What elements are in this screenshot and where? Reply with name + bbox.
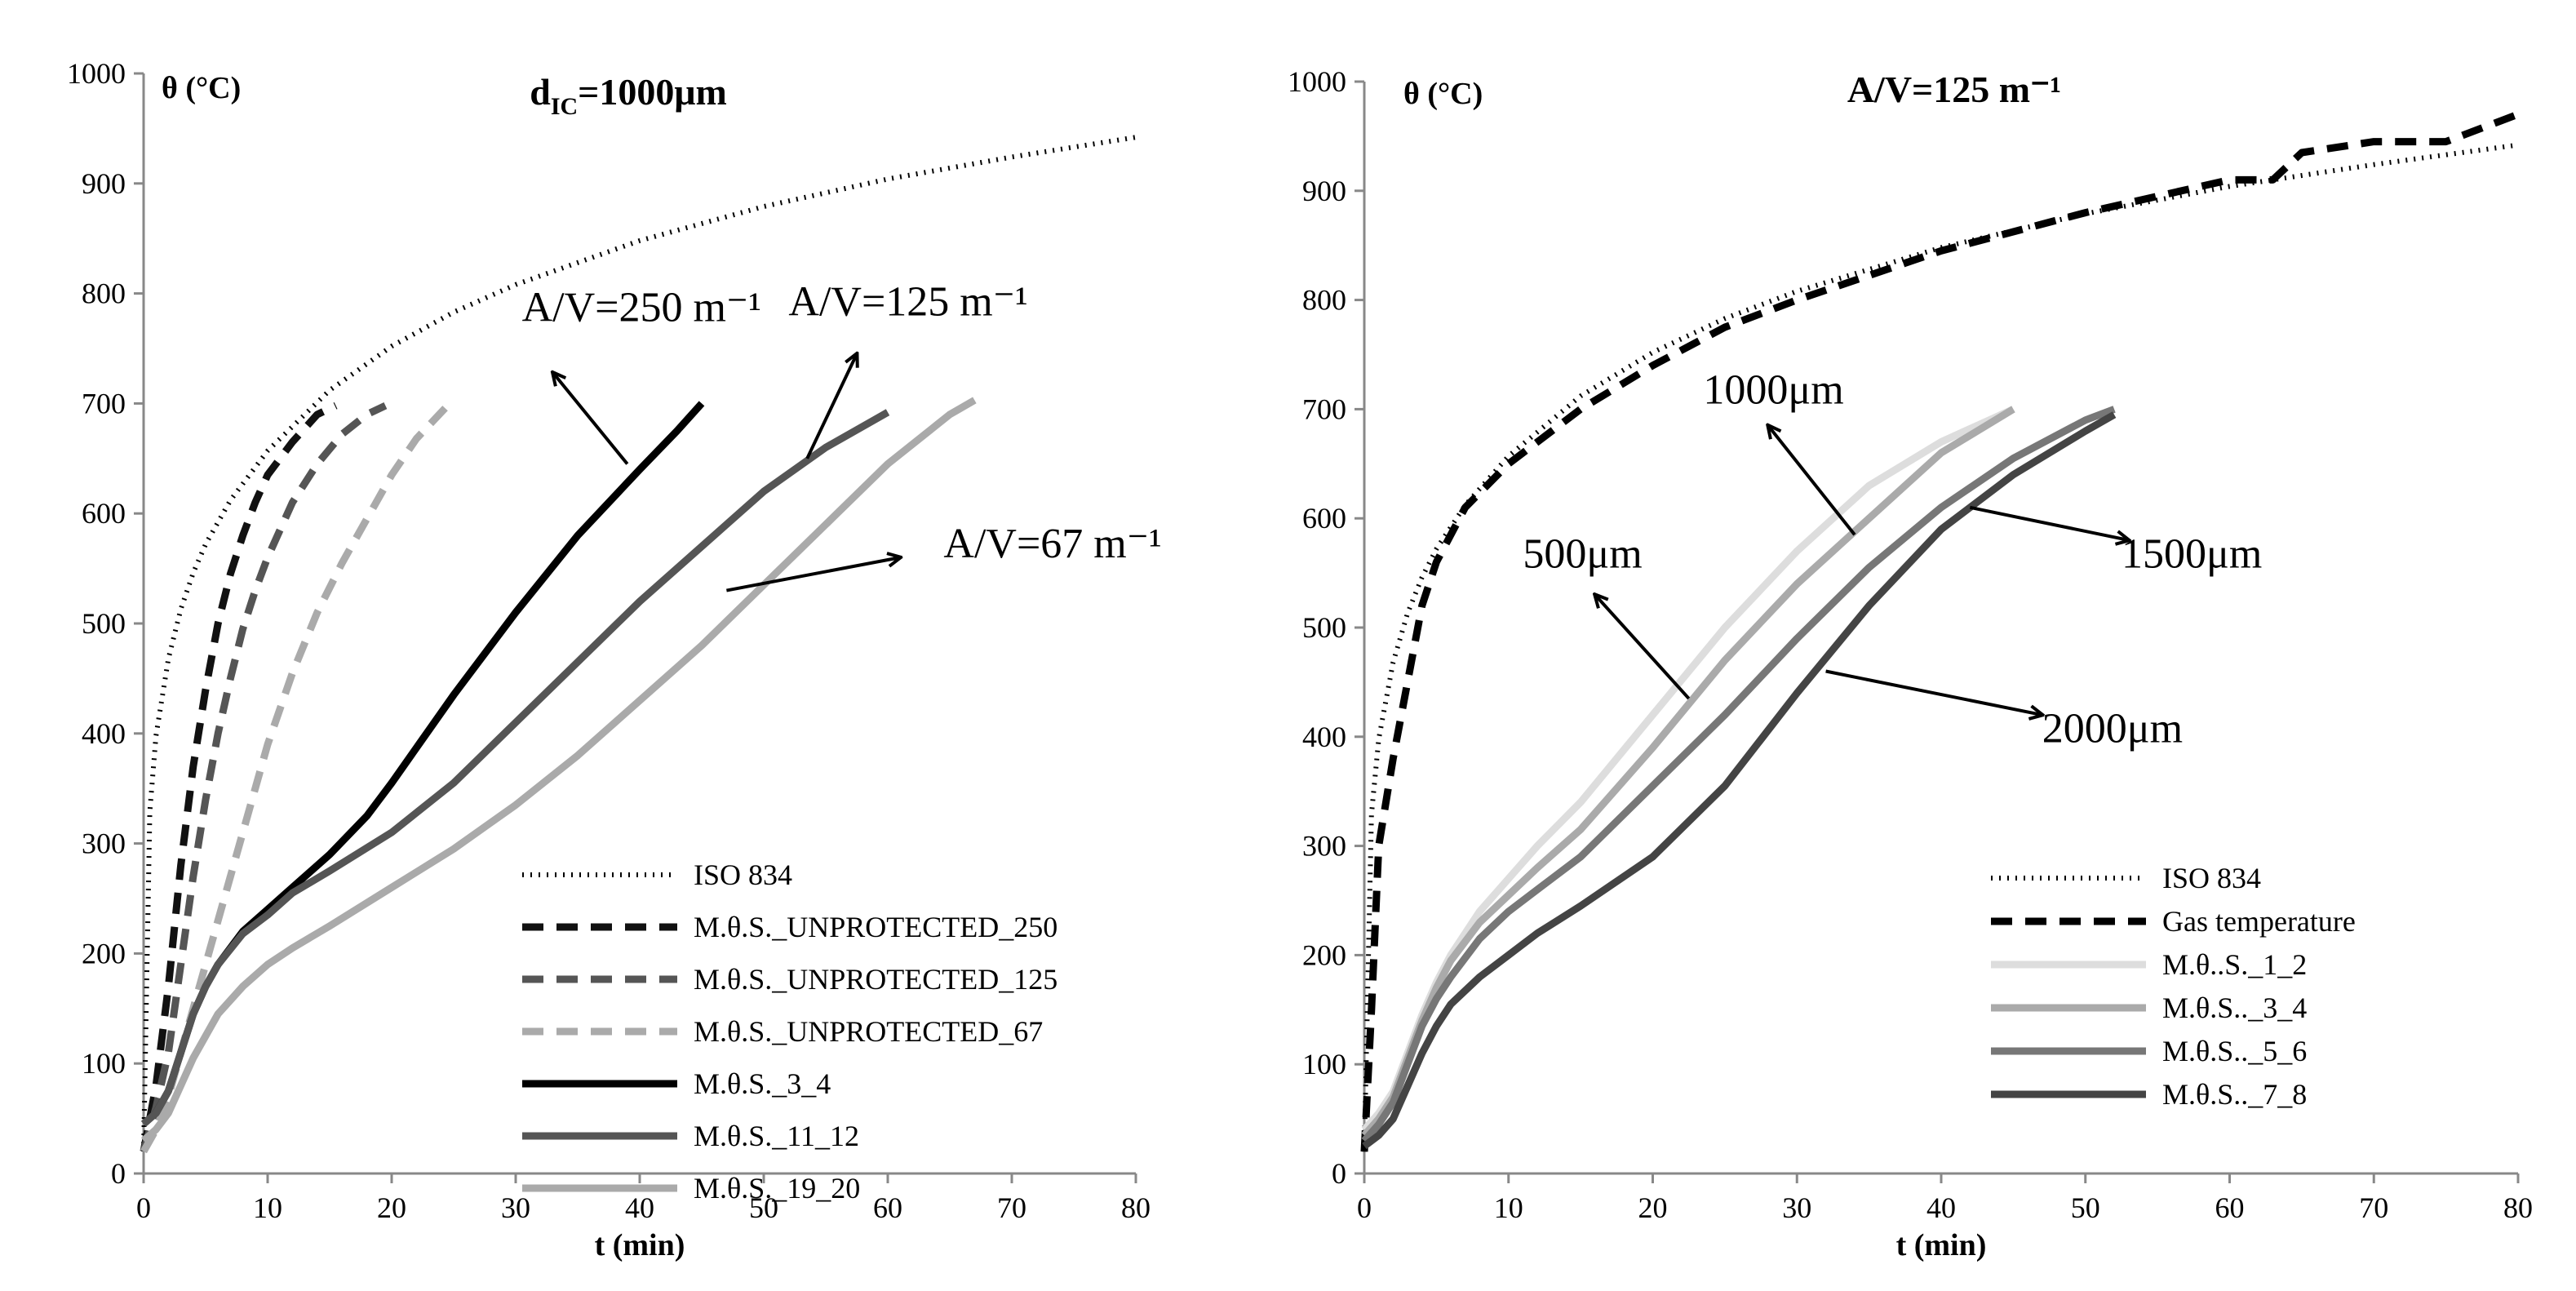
x-tick-label: 20 [1638,1191,1668,1224]
y-tick-label: 100 [82,1047,126,1080]
series-line-m-s-19-20 [141,397,977,1143]
x-tick-label: 70 [2359,1191,2388,1224]
series-line-m-s-unprotected-67 [140,403,450,1154]
annotation-arrow [1768,425,1856,536]
x-axis-label: t (min) [1896,1228,1987,1262]
annotation-label: A/V=125 m⁻¹ [788,279,1027,326]
y-axis-label: θ (°C) [1403,77,1483,111]
annotation-arrow [805,354,857,459]
x-tick-label: 0 [136,1191,151,1224]
series-line-m-s-5-6 [1361,406,2116,1143]
y-tick-label: 0 [1332,1157,1346,1190]
chart-right-av-125: 0 100 200 300 400 500 600 700 800 900 1000 0 10 20 30 4… [1288,65,2533,1262]
annotation-arrow [1969,505,2128,540]
annotation-label: 500μm [1523,530,1642,577]
y-tick-label: 600 [82,497,126,530]
y-tick-label: 800 [82,277,126,310]
y-tick-label: 700 [82,387,126,419]
x-tick-label: 10 [1494,1191,1523,1224]
legend-entry-label: M.θ.S._UNPROTECTED_67 [694,1015,1043,1048]
annotation-label: 2000μm [2042,705,2183,752]
y-tick-label: 300 [82,827,126,860]
y-tick-label: 200 [1302,938,1346,971]
series-line-m-s-7-8 [1362,411,2117,1150]
y-tick-label: 400 [1302,721,1346,753]
legend-entry-label: M.θ.S.._3_4 [2162,992,2307,1024]
chart-title: dIC=1000μm [530,71,727,120]
legend-entry-label: Gas temperature [2162,905,2356,938]
x-tick-label: 50 [749,1191,778,1224]
series-line-iso-834 [1362,142,2519,1152]
y-axis-label: θ (°C) [162,71,241,105]
legend-entry-label: M.θ.S._UNPROTECTED_250 [694,911,1057,943]
series-line-gas-temperature [1360,110,2520,1152]
legend-entry-label: ISO 834 [2162,862,2261,894]
y-tick-label: 200 [82,937,126,969]
y-tick-label: 500 [82,607,126,640]
x-tick-label: 0 [1357,1191,1372,1224]
series-line-m-s-3-4 [1361,406,2015,1138]
y-tick-label: 100 [1302,1048,1346,1080]
y-tick-label: 800 [1302,284,1346,317]
legend-entry-label: M.θ.S._11_12 [694,1120,859,1152]
x-axis-label: t (min) [595,1228,685,1262]
y-tick-label: 300 [1302,830,1346,863]
x-tick-label: 20 [377,1191,406,1224]
chart-left-dic-1000: 0 100 200 300 400 500 600 700 800 900 1000 0 10 20 30 4… [67,57,1162,1262]
annotation-label: 1000μm [1703,367,1843,414]
x-tick-label: 50 [2071,1191,2100,1224]
series-line-m-s-3-4 [141,401,705,1127]
y-tick-label: 0 [111,1157,126,1190]
series-line-m-s-unprotected-125 [140,402,388,1153]
x-tick-label: 40 [1926,1191,1956,1224]
legend-entry-label: M.θ..S._1_2 [2162,948,2307,981]
series-line-m-s-11-12 [141,409,890,1127]
series-line-m-s-unprotected-250 [140,402,338,1152]
y-tick-label: 700 [1302,393,1346,425]
y-tick-label: 600 [1302,502,1346,535]
y-tick-label: 1000 [1288,65,1346,98]
legend-entry-label: M.θ.S._UNPROTECTED_125 [694,963,1057,996]
x-tick-label: 80 [2503,1191,2533,1224]
x-tick-label: 80 [1121,1191,1151,1224]
x-tick-label: 40 [625,1191,654,1224]
y-tick-label: 400 [82,717,126,750]
y-tick-label: 500 [1302,611,1346,644]
annotation-arrow [1595,595,1691,700]
x-tick-label: 10 [253,1191,282,1224]
legend-entry-label: M.θ.S.._5_6 [2162,1035,2307,1067]
x-tick-label: 60 [2215,1191,2245,1224]
legend-entry-label: M.θ.S._3_4 [694,1067,831,1100]
x-tick-label: 60 [873,1191,902,1224]
legend-entry-label: M.θ.S.._7_8 [2162,1078,2307,1111]
annotation-arrow [1825,669,2042,716]
series-line-m-s-1-2 [1361,406,2015,1133]
legend-entry-label: M.θ.S._19_20 [694,1172,860,1204]
annotation-label: A/V=250 m⁻¹ [522,284,761,331]
y-tick-label: 900 [1302,175,1346,207]
annotation-label: A/V=67 m⁻¹ [943,521,1161,567]
x-tick-label: 30 [501,1191,530,1224]
chart-title: A/V=125 m⁻¹ [1847,69,2061,110]
annotation-arrow [726,557,900,592]
y-tick-label: 900 [82,167,126,200]
y-tick-label: 1000 [67,57,126,90]
annotation-arrow [553,373,629,465]
x-tick-label: 30 [1782,1191,1811,1224]
x-tick-label: 70 [997,1191,1026,1224]
annotation-label: 1500μm [2122,530,2262,577]
legend-entry-label: ISO 834 [694,858,792,891]
